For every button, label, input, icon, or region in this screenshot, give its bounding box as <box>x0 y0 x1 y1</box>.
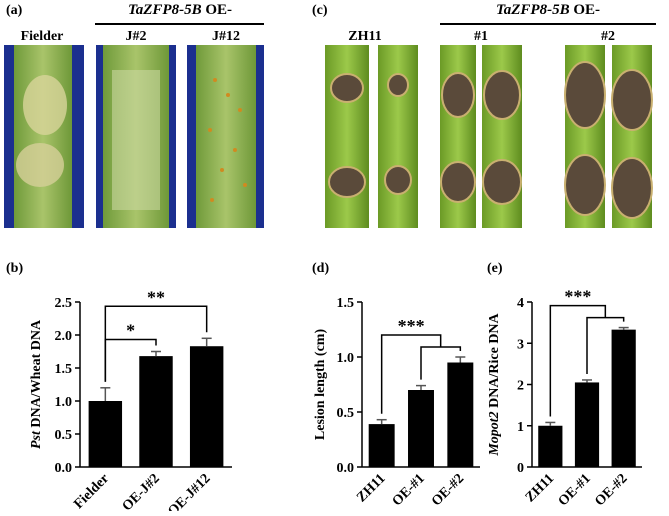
panel-label: (a) <box>6 3 23 18</box>
y-tick-label: 0.5 <box>337 406 355 421</box>
panel-label: (b) <box>6 261 23 276</box>
y-tick-label: 3 <box>517 337 524 352</box>
error-bar <box>545 421 556 426</box>
error-bar <box>618 326 629 330</box>
y-axis-label: Lesion length (cm) <box>313 329 328 441</box>
error-bar <box>151 350 161 357</box>
bar <box>611 329 636 467</box>
x-tick-label: ZH11 <box>523 471 557 505</box>
bar <box>408 390 434 467</box>
group-header: TaZFP8-5B OE- <box>128 2 232 18</box>
header-text: OE- <box>205 2 232 18</box>
y-tick-label: 2.0 <box>55 329 73 344</box>
x-tick-label: OE-#1 <box>556 471 594 509</box>
y-axis-label-text: DNA/Wheat DNA <box>29 319 44 428</box>
x-tick-label: Fielder <box>71 471 112 511</box>
y-axis-label-text: Lesion length (cm) <box>313 329 328 441</box>
bar <box>574 382 600 467</box>
bar <box>139 356 173 467</box>
bar <box>538 425 563 467</box>
bar <box>189 346 224 467</box>
y-tick-label: 1.0 <box>337 351 355 366</box>
sample-label: J#2 <box>126 29 147 44</box>
sig-bracket <box>380 334 442 414</box>
y-tick-label: 0 <box>517 461 524 476</box>
y-axis-label: Pst DNA/Wheat DNA <box>29 319 44 449</box>
x-tick-label: ZH11 <box>354 471 388 505</box>
error-bar <box>100 387 111 401</box>
y-tick-label: 1 <box>517 420 524 435</box>
y-axis-label-italic: Pst <box>29 430 44 449</box>
sig-bracket <box>549 304 607 417</box>
y-tick-label: 2 <box>517 379 524 394</box>
y-tick-label: 1.5 <box>55 362 73 377</box>
y-tick-label: 0.0 <box>337 461 355 476</box>
error-bar <box>582 379 592 383</box>
y-tick-label: 4 <box>517 296 524 311</box>
header-italic: TaZFP8-5B <box>128 2 202 18</box>
panel-label: (c) <box>312 3 328 18</box>
leaf-photos-a <box>4 45 264 228</box>
header-italic: TaZFP8-5B <box>496 2 570 18</box>
sample-label: J#12 <box>212 29 240 44</box>
y-axis-label-text: DNA/Rice DNA <box>487 312 502 407</box>
leaf-photos-c <box>325 45 653 228</box>
error-bar <box>455 356 466 363</box>
x-tick-label: OE-#2 <box>429 471 467 509</box>
bar <box>368 424 395 467</box>
sig-label: *** <box>398 316 425 336</box>
panel-label: (e) <box>487 261 503 276</box>
sample-label: Fielder <box>21 29 64 44</box>
error-bar <box>416 384 426 390</box>
error-bar <box>201 337 212 347</box>
sample-label: #1 <box>474 29 488 44</box>
sig-label: * <box>126 321 135 341</box>
y-axis-label: Mopot2 DNA/Rice DNA <box>487 312 502 456</box>
y-axis-label-italic: Mopot2 <box>487 411 502 456</box>
y-tick-label: 1.0 <box>55 395 73 410</box>
header-text: OE- <box>573 2 600 18</box>
sig-label: ** <box>147 287 165 307</box>
panel-label: (d) <box>312 261 329 276</box>
x-tick-label: OE-J#2 <box>120 471 163 511</box>
bar <box>447 362 474 467</box>
x-tick-label: OE-#1 <box>390 471 428 509</box>
sig-label: *** <box>564 287 591 307</box>
group-header: TaZFP8-5B OE- <box>496 2 600 18</box>
sample-label: ZH11 <box>348 29 381 44</box>
y-tick-label: 2.5 <box>55 296 73 311</box>
bar <box>88 401 123 467</box>
x-tick-label: OE-J#12 <box>165 471 213 511</box>
y-tick-label: 0.0 <box>55 461 73 476</box>
sig-bracket <box>104 305 208 382</box>
x-tick-label: OE-#2 <box>592 471 630 509</box>
y-tick-label: 1.5 <box>337 296 355 311</box>
y-tick-label: 0.5 <box>55 428 73 443</box>
sample-label: #2 <box>601 29 615 44</box>
error-bar <box>376 418 387 425</box>
